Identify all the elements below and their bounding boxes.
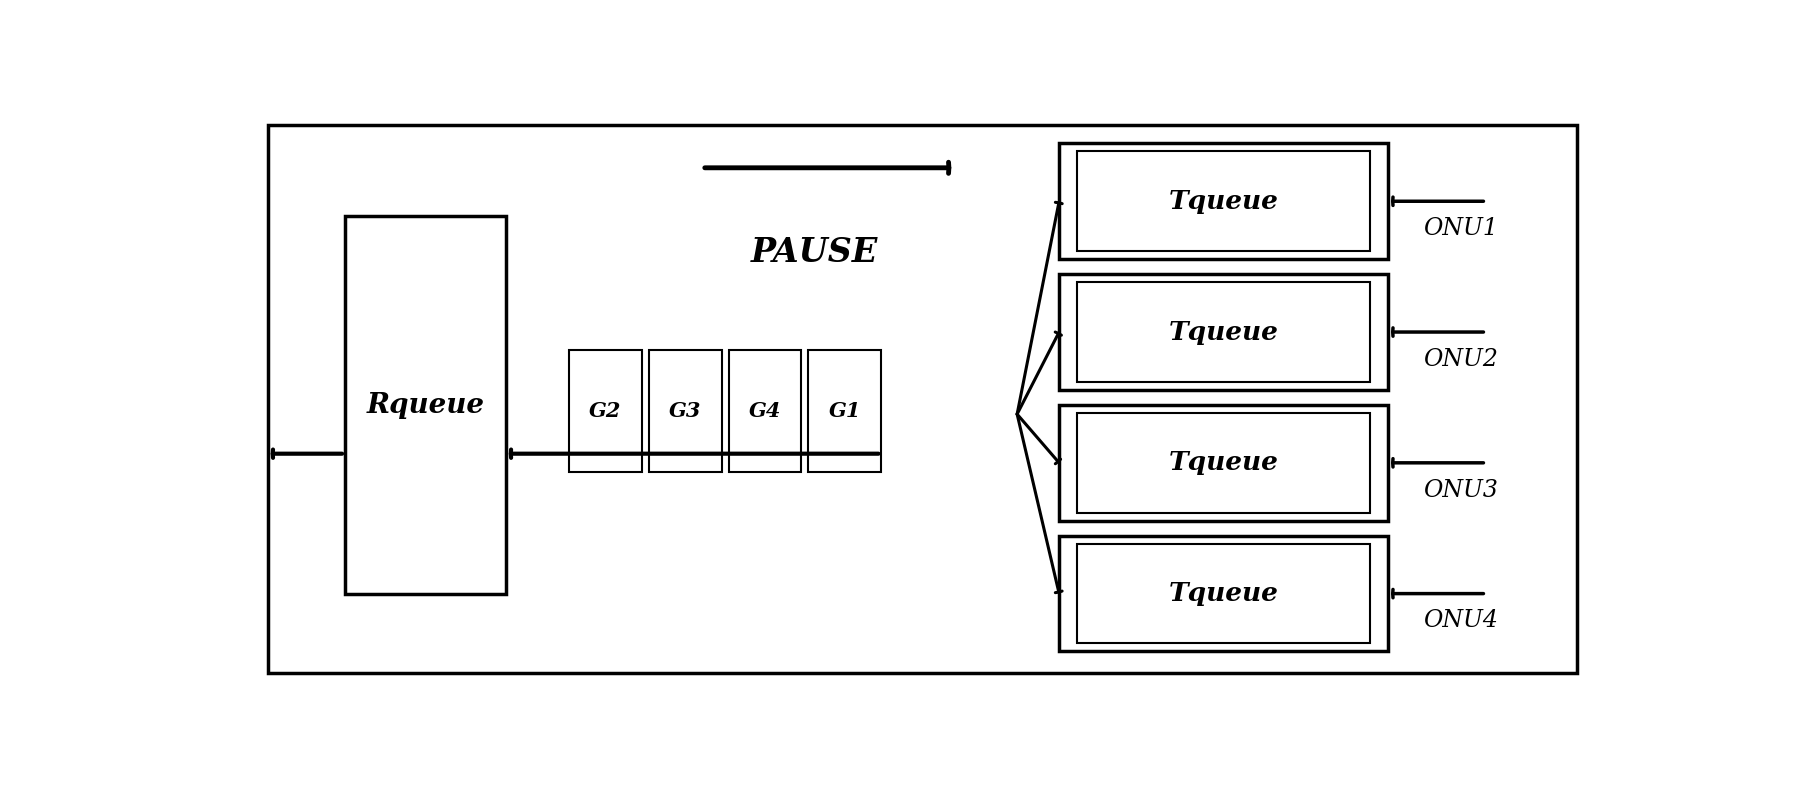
Text: G1: G1 xyxy=(829,401,862,421)
Bar xyxy=(345,216,506,593)
Bar xyxy=(569,350,641,472)
Text: Rqueue: Rqueue xyxy=(367,392,484,419)
Bar xyxy=(1059,274,1388,389)
Text: Tqueue: Tqueue xyxy=(1169,189,1279,214)
Bar xyxy=(1077,152,1370,251)
Text: ONU4: ONU4 xyxy=(1424,609,1498,633)
Bar xyxy=(728,350,802,472)
Bar xyxy=(1077,282,1370,382)
Bar xyxy=(808,350,882,472)
Text: Tqueue: Tqueue xyxy=(1169,450,1279,476)
Bar xyxy=(1059,144,1388,259)
Text: ONU2: ONU2 xyxy=(1424,348,1498,371)
Bar xyxy=(1059,536,1388,652)
Text: Tqueue: Tqueue xyxy=(1169,319,1279,344)
Text: ONU3: ONU3 xyxy=(1424,479,1498,502)
Text: ONU1: ONU1 xyxy=(1424,217,1498,240)
Bar xyxy=(1077,544,1370,644)
Text: G4: G4 xyxy=(748,401,781,421)
Text: PAUSE: PAUSE xyxy=(750,236,878,269)
Bar xyxy=(1077,413,1370,513)
Text: G2: G2 xyxy=(589,401,622,421)
Bar xyxy=(649,350,721,472)
Text: G3: G3 xyxy=(669,401,701,421)
Bar xyxy=(1059,405,1388,521)
Text: Tqueue: Tqueue xyxy=(1169,581,1279,606)
